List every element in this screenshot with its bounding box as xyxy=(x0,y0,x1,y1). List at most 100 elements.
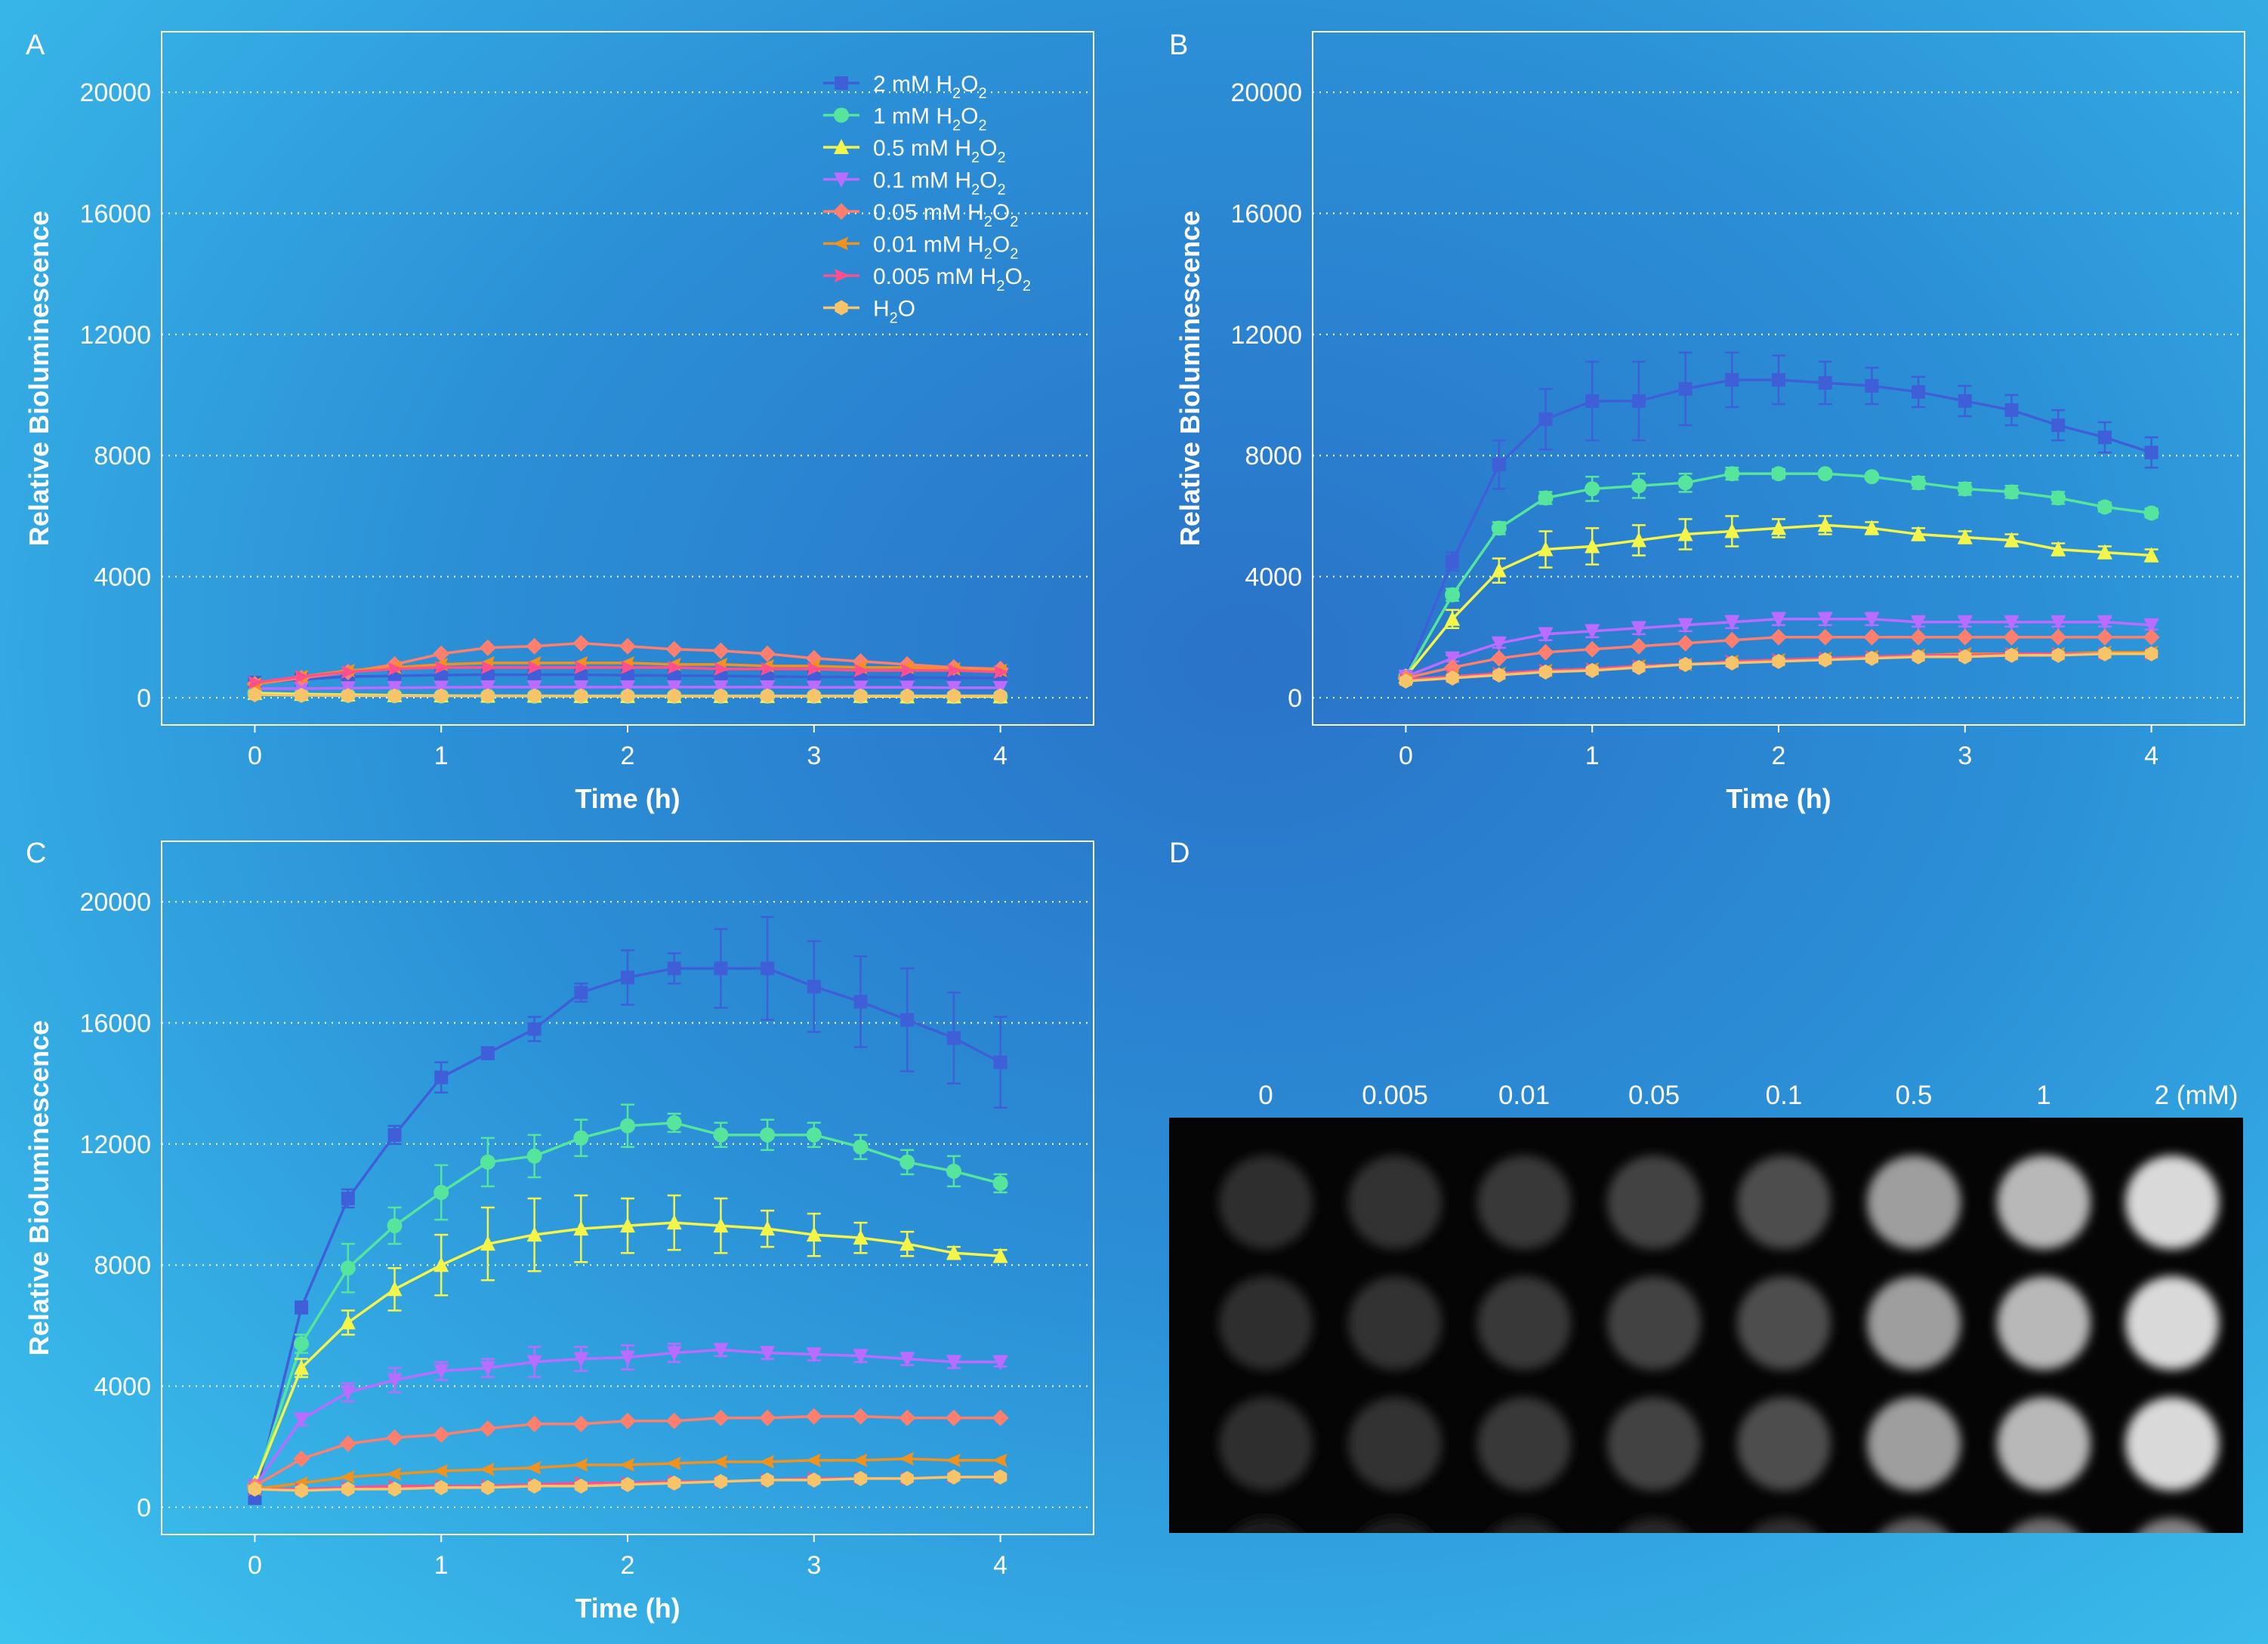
legend-item-7: H2O xyxy=(823,297,915,327)
y-tick-label-b-3: 12000 xyxy=(1230,321,1302,350)
x-axis-label-b: Time (h) xyxy=(1726,783,1831,814)
well-1-5 xyxy=(1867,1276,1961,1370)
data-point-b-3-6 xyxy=(1677,618,1693,634)
well-1-7 xyxy=(2125,1276,2219,1370)
x-tick-label-a-0: 0 xyxy=(248,742,262,770)
data-point-b-3-13 xyxy=(2004,615,2020,631)
data-point-c-7-2 xyxy=(341,1481,355,1497)
data-point-b-2-1 xyxy=(1445,610,1461,626)
y-axis-label-a: Relative Bioluminescence xyxy=(23,211,54,546)
data-point-a-6-0 xyxy=(248,675,264,689)
data-point-a-6-2 xyxy=(341,665,356,679)
data-point-a-7-6 xyxy=(527,688,542,704)
data-point-a-3-7 xyxy=(573,680,589,696)
plot-frame-c xyxy=(161,841,1094,1535)
x-tick-label-b-1: 1 xyxy=(1585,742,1600,770)
data-point-c-0-1 xyxy=(295,1300,309,1315)
data-point-a-3-13 xyxy=(853,680,869,696)
data-point-b-4-9 xyxy=(1816,628,1834,646)
data-point-c-1-2 xyxy=(340,1260,356,1276)
legend-marker-1 xyxy=(834,107,849,123)
data-point-a-3-8 xyxy=(620,680,635,696)
data-point-a-3-6 xyxy=(526,680,542,696)
well-3-1 xyxy=(1360,1518,1430,1533)
panel-letter-c: C xyxy=(26,837,46,869)
data-point-c-1-14 xyxy=(899,1154,915,1170)
data-point-c-1-13 xyxy=(853,1139,869,1155)
data-point-b-4-7 xyxy=(1723,631,1741,649)
x-tick-label-c-0: 0 xyxy=(248,1551,262,1580)
y-tick-label-a-2: 8000 xyxy=(94,442,151,470)
data-point-b-3-10 xyxy=(1864,612,1880,628)
data-point-c-7-0 xyxy=(248,1481,262,1497)
legend-marker-2 xyxy=(834,139,849,154)
data-point-c-2-11 xyxy=(760,1220,776,1236)
well-0-5 xyxy=(1867,1155,1961,1249)
data-point-b-0-14 xyxy=(2051,418,2066,433)
data-point-a-3-10 xyxy=(713,680,729,696)
data-point-c-1-9 xyxy=(666,1115,682,1130)
data-point-a-6-11 xyxy=(761,662,776,676)
data-point-a-4-11 xyxy=(759,645,776,662)
data-point-c-0-14 xyxy=(900,1013,915,1027)
data-point-a-4-8 xyxy=(619,637,636,655)
data-point-b-0-2 xyxy=(1492,458,1506,472)
well-3-2 xyxy=(1489,1518,1559,1533)
data-point-a-6-14 xyxy=(900,663,916,677)
data-point-b-4-5 xyxy=(1630,637,1647,655)
x-tick-label-b-2: 2 xyxy=(1772,742,1786,770)
y-tick-label-b-2: 8000 xyxy=(1245,442,1302,470)
series-a-6 xyxy=(248,660,1009,689)
data-point-a-4-6 xyxy=(526,637,543,655)
data-point-a-7-5 xyxy=(481,688,495,704)
data-point-c-3-10 xyxy=(713,1343,729,1359)
data-point-a-3-5 xyxy=(480,680,495,696)
data-point-a-3-14 xyxy=(899,680,915,696)
data-point-c-5-9 xyxy=(665,1456,681,1470)
data-point-a-7-15 xyxy=(947,688,961,704)
data-point-b-7-1 xyxy=(1446,670,1459,686)
data-point-c-3-13 xyxy=(853,1349,869,1365)
well-3-0 xyxy=(1231,1518,1301,1533)
x-tick-label-b-4: 4 xyxy=(2144,742,2158,770)
well-2-5 xyxy=(1867,1397,1961,1491)
data-point-c-3-16 xyxy=(992,1355,1008,1371)
data-point-c-0-13 xyxy=(853,995,868,1009)
data-point-b-7-2 xyxy=(1492,667,1506,683)
well-0-3 xyxy=(1607,1155,1701,1249)
data-point-b-2-2 xyxy=(1491,562,1507,578)
data-point-a-7-8 xyxy=(621,688,634,704)
data-point-b-3-16 xyxy=(2143,618,2159,634)
data-point-c-4-8 xyxy=(619,1412,636,1430)
y-tick-label-a-4: 16000 xyxy=(79,200,151,229)
data-point-c-4-11 xyxy=(759,1409,776,1427)
data-point-b-1-3 xyxy=(1538,490,1554,506)
data-point-c-3-4 xyxy=(434,1364,449,1380)
data-point-c-1-4 xyxy=(434,1185,449,1201)
data-point-c-4-6 xyxy=(526,1415,543,1433)
x-tick-label-c-3: 3 xyxy=(807,1551,821,1580)
legend-marker-3 xyxy=(834,172,849,188)
series-b-0 xyxy=(1399,351,2158,683)
data-point-a-6-12 xyxy=(807,662,822,676)
data-point-a-7-3 xyxy=(387,688,402,704)
legend-label-2: 0.5 mM H2O2 xyxy=(873,136,1006,166)
data-point-b-4-6 xyxy=(1677,634,1694,652)
data-point-b-4-8 xyxy=(1770,628,1787,646)
panel-letter-a: A xyxy=(26,29,45,61)
data-point-b-0-3 xyxy=(1538,412,1553,427)
data-point-b-7-13 xyxy=(2004,647,2019,663)
data-point-c-5-6 xyxy=(526,1460,542,1475)
series-b-3 xyxy=(1398,612,2159,685)
data-point-c-1-12 xyxy=(806,1127,822,1143)
data-point-b-1-13 xyxy=(2004,484,2020,500)
data-point-b-3-4 xyxy=(1585,624,1600,640)
data-point-a-7-11 xyxy=(761,688,774,704)
series-line-b-1 xyxy=(1404,472,2152,677)
data-point-b-7-14 xyxy=(2051,647,2065,663)
y-tick-label-b-1: 4000 xyxy=(1245,563,1302,592)
data-point-c-5-7 xyxy=(572,1457,588,1472)
data-point-b-2-14 xyxy=(2050,541,2066,557)
data-point-b-1-8 xyxy=(1771,466,1786,482)
